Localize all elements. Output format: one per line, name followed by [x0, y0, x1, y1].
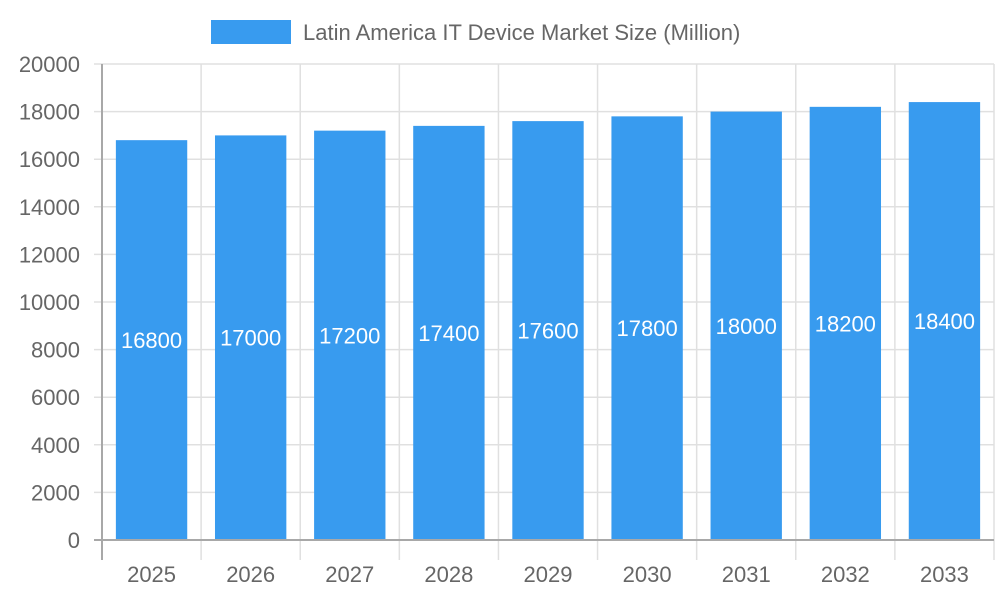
data-label: 17800	[617, 316, 678, 341]
bar	[413, 125, 485, 540]
data-label: 17600	[517, 319, 578, 344]
data-label: 18400	[914, 309, 975, 334]
x-tick-label: 2028	[424, 562, 473, 587]
x-tick-label: 2029	[524, 562, 573, 587]
bar	[710, 111, 782, 540]
y-tick-label: 6000	[31, 385, 80, 410]
legend[interactable]: Latin America IT Device Market Size (Mil…	[211, 20, 740, 45]
bar	[115, 140, 188, 540]
y-tick-label: 4000	[31, 433, 80, 458]
data-label: 17000	[220, 326, 281, 351]
bars: 16800 17000 17200 17400 17600 17800 18000 18200…	[115, 102, 981, 541]
data-label: 18000	[716, 314, 777, 339]
y-tick-label: 2000	[31, 480, 80, 505]
data-label: 17400	[418, 321, 479, 346]
x-tick-label: 2027	[325, 562, 374, 587]
y-tick-label: 16000	[19, 147, 80, 172]
x-tick-label: 2032	[821, 562, 870, 587]
x-tick-label: 2033	[920, 562, 969, 587]
bar	[809, 106, 882, 540]
bar	[314, 130, 386, 540]
axes: 0 2000 4000 6000 8000 10000 12000 14000 16000 180…	[19, 52, 994, 587]
x-tick-label: 2030	[623, 562, 672, 587]
bar	[512, 121, 584, 541]
bar	[908, 102, 981, 540]
data-label: 18200	[815, 311, 876, 336]
y-tick-label: 20000	[19, 52, 80, 77]
bar	[611, 116, 683, 541]
x-tick-label: 2026	[226, 562, 275, 587]
y-tick-label: 8000	[31, 338, 80, 363]
y-tick-label: 14000	[19, 195, 80, 220]
y-tick-label: 0	[68, 528, 80, 553]
x-tick-label: 2031	[722, 562, 771, 587]
y-tick-label: 12000	[19, 242, 80, 267]
data-label: 16800	[121, 328, 182, 353]
legend-swatch	[211, 20, 291, 44]
bar	[214, 135, 287, 540]
y-tick-label: 18000	[19, 100, 80, 125]
legend-label: Latin America IT Device Market Size (Mil…	[303, 20, 740, 45]
y-tick-label: 10000	[19, 290, 80, 315]
data-label: 17200	[319, 323, 380, 348]
x-tick-label: 2025	[127, 562, 176, 587]
